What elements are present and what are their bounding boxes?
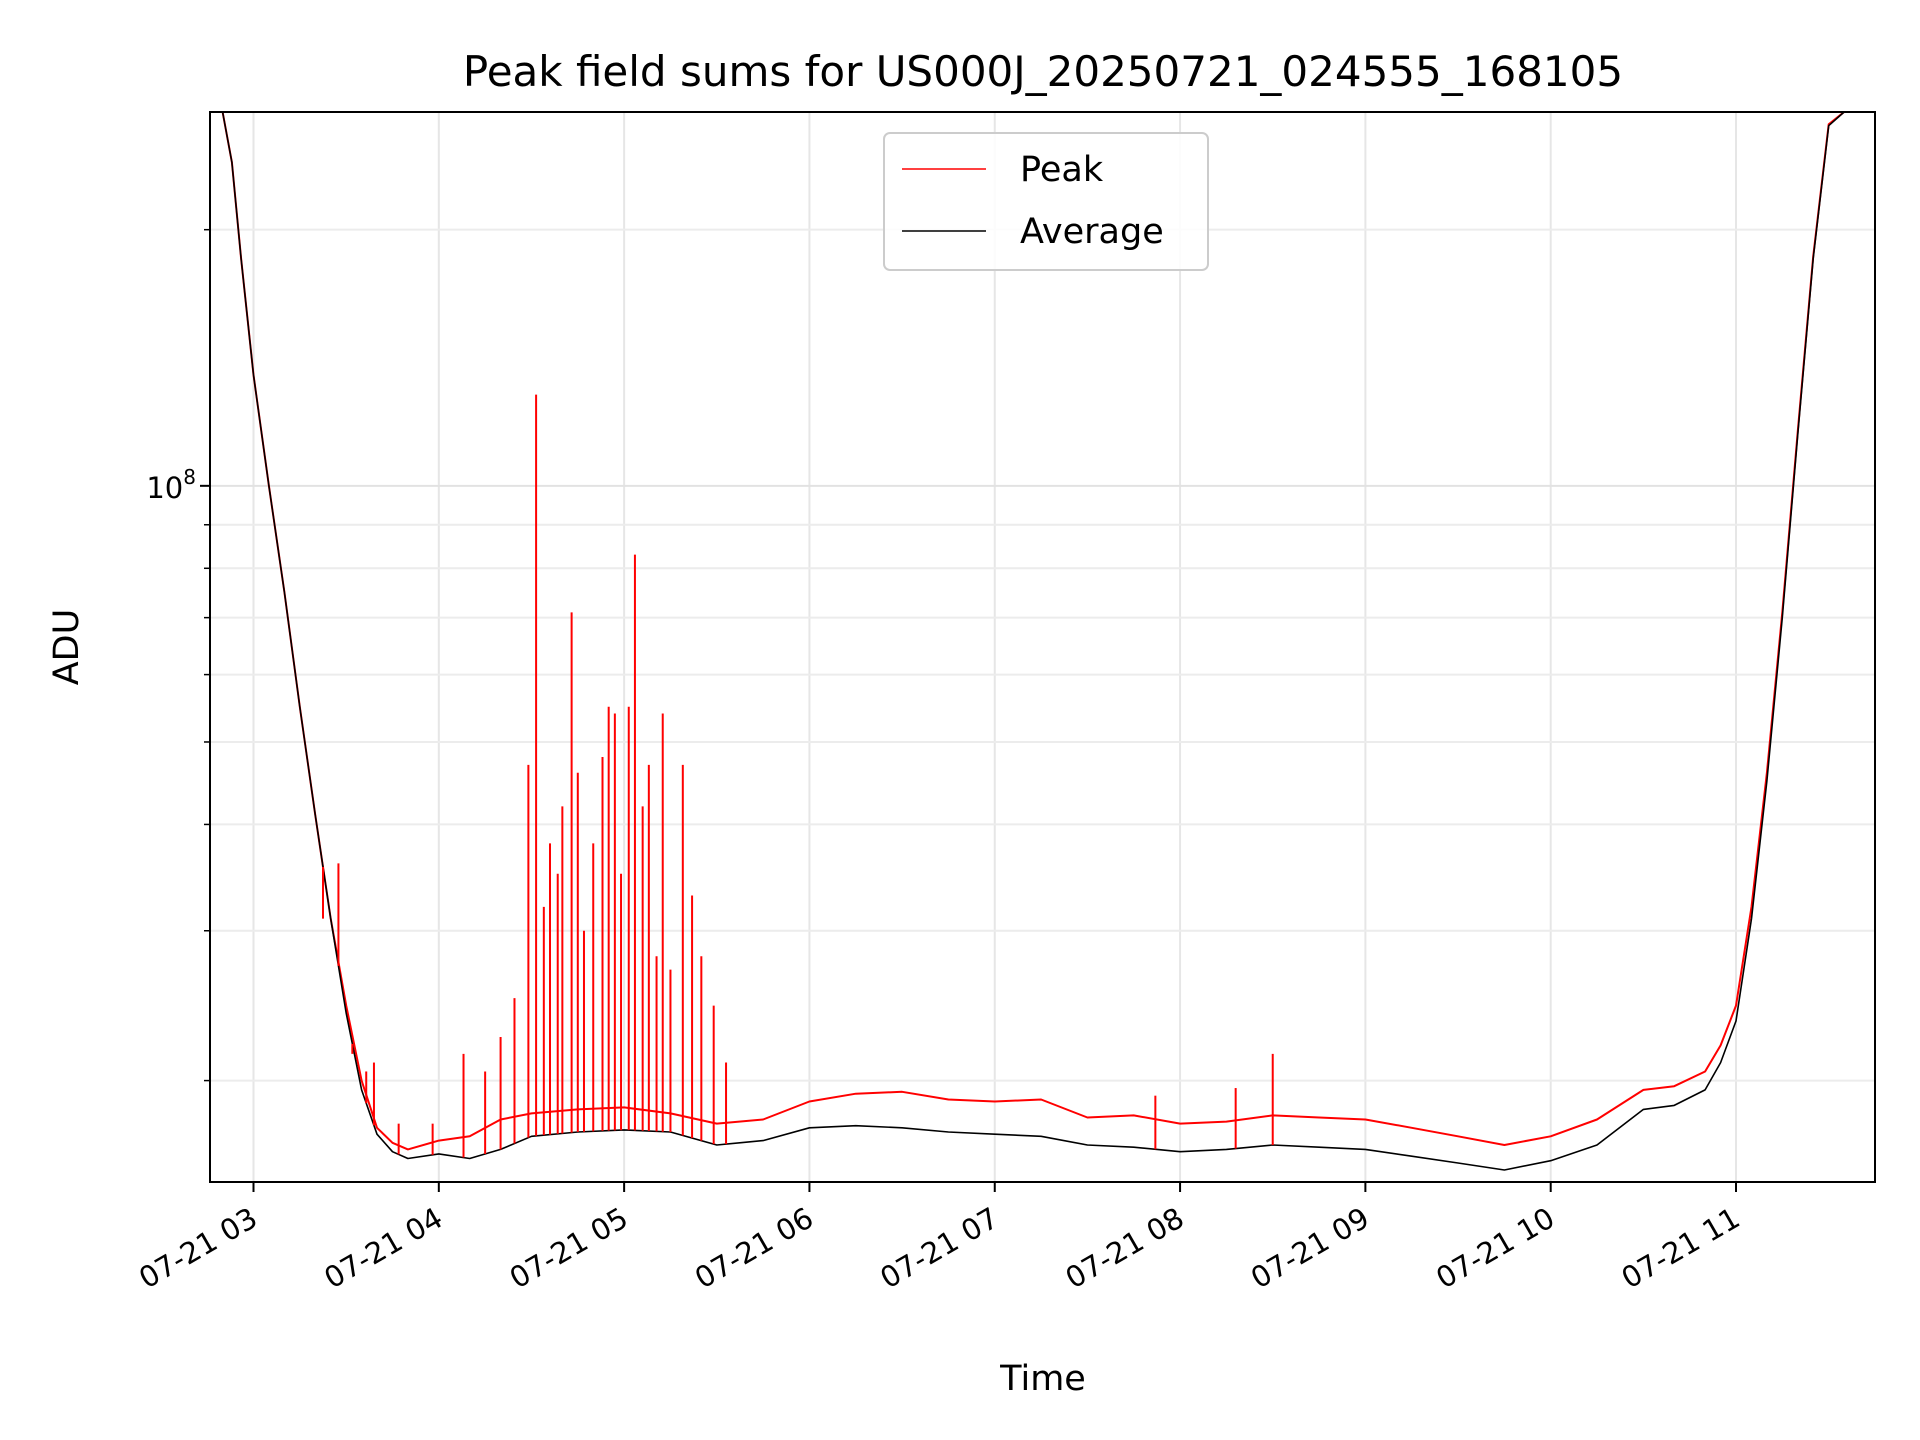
series-layer [210, 112, 1845, 1171]
legend-box [883, 132, 1209, 271]
legend-label-peak: Peak [1020, 150, 1104, 190]
legend-label-average: Average [1020, 212, 1164, 252]
chart-title: Peak field sums for US000J_20250721_0245… [463, 47, 1623, 96]
grid [210, 112, 1875, 1182]
x-axis-title: Time [999, 1359, 1086, 1399]
y-axis-title: ADU [47, 609, 87, 686]
legend: Peak Average [883, 132, 1209, 271]
series-line-average [210, 112, 1845, 1171]
y-tick-label: 108 [146, 465, 196, 505]
plot-frame [209, 111, 1876, 1183]
y-tick-exponent: 8 [183, 465, 196, 489]
